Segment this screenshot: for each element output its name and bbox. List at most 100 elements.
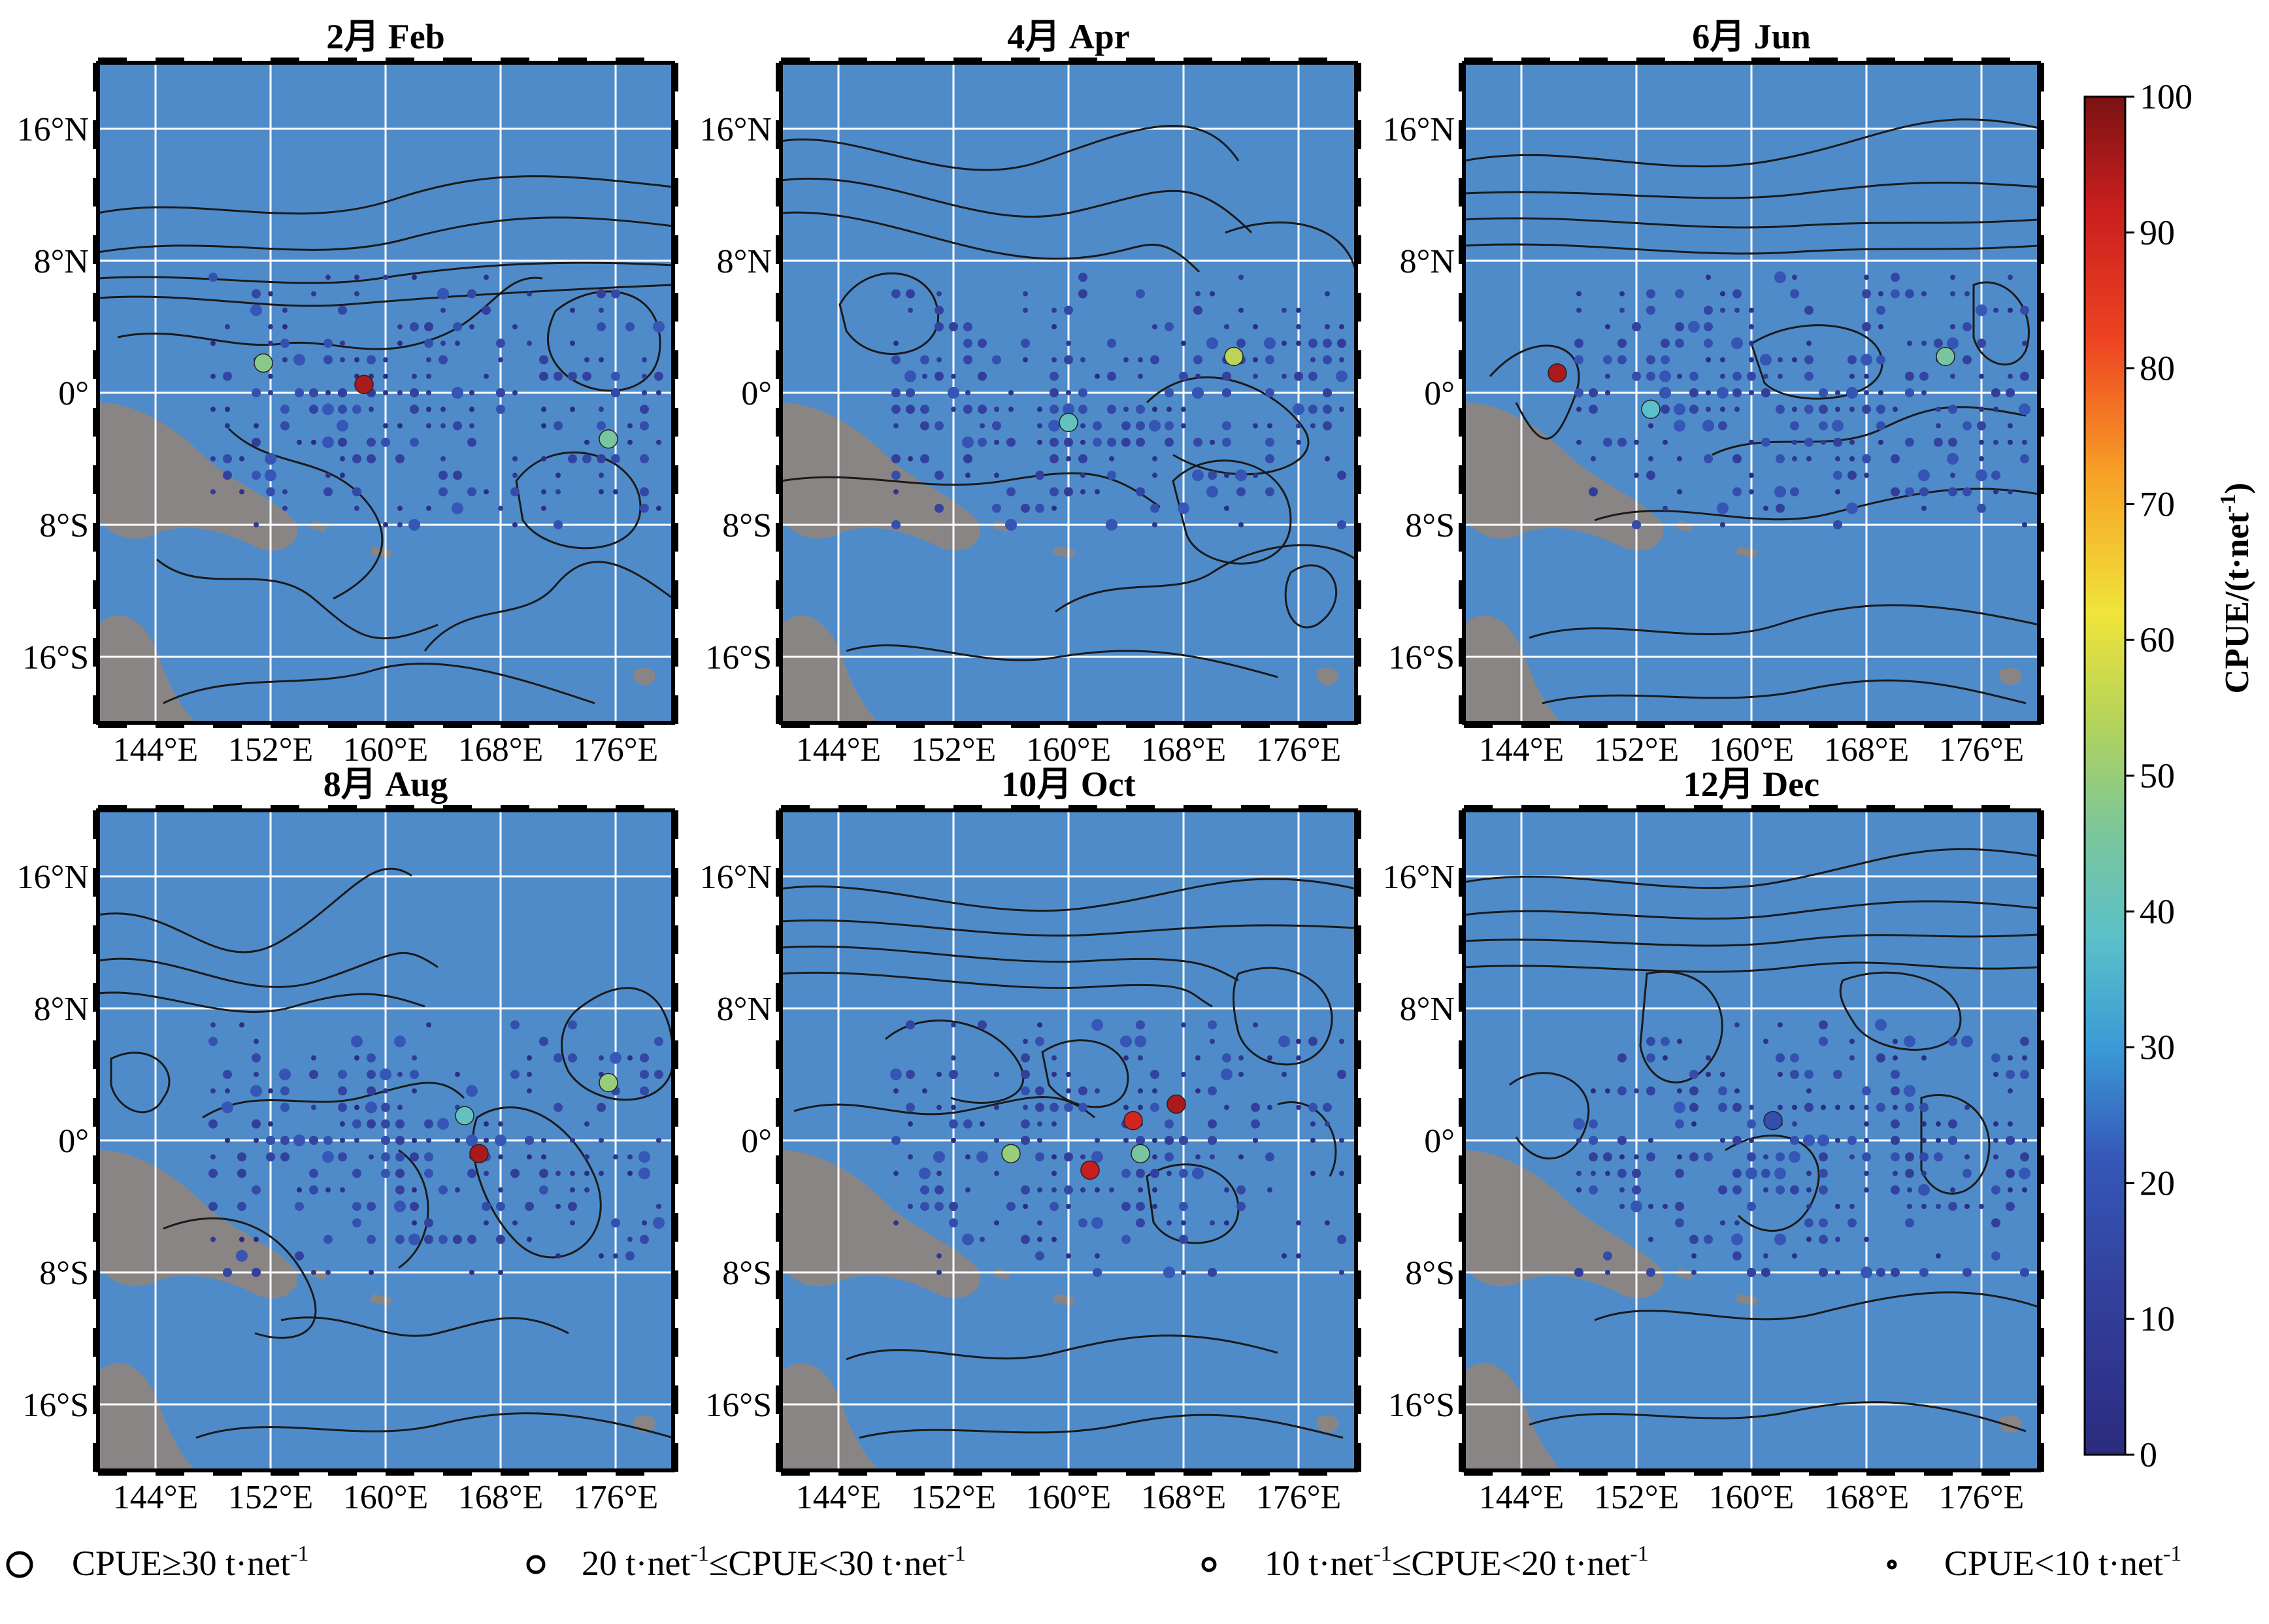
frame-tick bbox=[1579, 723, 1608, 728]
cpue-point bbox=[1066, 390, 1071, 395]
cpue-point-high bbox=[1763, 1110, 1783, 1131]
cpue-point bbox=[584, 1170, 589, 1176]
frame-tick bbox=[2039, 350, 2044, 379]
frame-tick bbox=[93, 1040, 98, 1069]
frame-tick bbox=[93, 1443, 98, 1472]
cpue-point bbox=[1790, 1136, 1799, 1145]
cpue-point bbox=[1864, 1170, 1869, 1176]
cpue-point bbox=[467, 1235, 476, 1244]
cpue-point bbox=[1181, 1270, 1186, 1275]
cpue-point bbox=[1862, 405, 1871, 414]
cpue-point bbox=[1591, 456, 1596, 461]
cpue-point bbox=[1120, 1035, 1132, 1048]
cpue-point bbox=[2008, 439, 2013, 445]
cpue-point bbox=[1136, 1136, 1145, 1145]
cpue-point bbox=[994, 1220, 999, 1226]
frame-tick bbox=[271, 58, 299, 63]
cpue-point bbox=[1278, 1035, 1290, 1048]
frame-tick bbox=[2039, 695, 2044, 724]
cpue-point bbox=[1337, 1070, 1346, 1079]
cpue-point bbox=[527, 1055, 532, 1061]
cpue-point bbox=[380, 1069, 391, 1080]
cpue-point bbox=[1706, 1072, 1711, 1077]
frame-tick bbox=[2039, 1213, 2044, 1242]
cpue-point bbox=[208, 1168, 218, 1178]
isotherm-contour bbox=[780, 945, 1239, 982]
cpue-point bbox=[323, 355, 333, 365]
lat-tick-label: 16°S bbox=[705, 1387, 772, 1424]
lon-tick-label: 152°E bbox=[228, 1479, 314, 1516]
frame-tick bbox=[2039, 580, 2044, 609]
cpue-point bbox=[1574, 1268, 1583, 1277]
cpue-point bbox=[980, 1236, 985, 1242]
cpue-point bbox=[1236, 1185, 1246, 1195]
cpue-point bbox=[627, 1154, 633, 1160]
cpue-point bbox=[963, 1119, 972, 1129]
lat-tick-label: 16°S bbox=[705, 639, 772, 676]
cpue-point bbox=[1323, 421, 1332, 431]
cpue-point bbox=[1720, 373, 1725, 379]
cpue-point bbox=[906, 289, 915, 299]
lat-tick-label: 8°N bbox=[34, 991, 89, 1028]
cpue-point bbox=[455, 340, 460, 346]
colorbar-tick-label: 80 bbox=[2140, 349, 2175, 388]
lon-tick-label: 168°E bbox=[458, 731, 544, 769]
land-island bbox=[310, 520, 328, 532]
cpue-point bbox=[1846, 387, 1858, 399]
cpue-point bbox=[1876, 1268, 1885, 1277]
cpue-point bbox=[1282, 1072, 1287, 1077]
frame-tick bbox=[1751, 1470, 1780, 1476]
cpue-point bbox=[963, 454, 972, 463]
cpue-point bbox=[1008, 390, 1014, 395]
cpue-point bbox=[1993, 406, 1998, 412]
cpue-point bbox=[1993, 1154, 1998, 1160]
cpue-point bbox=[2019, 1167, 2030, 1180]
cpue-point bbox=[1661, 339, 1670, 348]
cpue-point bbox=[1706, 357, 1711, 363]
cpue-point bbox=[1819, 1218, 1828, 1228]
cpue-point bbox=[951, 373, 956, 379]
cpue-point bbox=[599, 489, 604, 495]
isotherm-contour bbox=[1463, 217, 2040, 229]
frame-tick bbox=[2039, 235, 2044, 264]
cpue-point bbox=[223, 471, 232, 480]
cpue-point bbox=[539, 1185, 548, 1195]
cpue-point bbox=[1806, 1236, 1812, 1242]
frame-tick bbox=[1464, 58, 1493, 63]
cpue-point bbox=[1720, 307, 1725, 313]
cpue-point bbox=[1691, 1253, 1697, 1259]
cpue-point bbox=[1107, 405, 1116, 414]
cpue-point bbox=[1035, 1152, 1044, 1162]
cpue-point bbox=[410, 322, 419, 331]
frame-tick bbox=[1459, 1328, 1464, 1357]
cpue-point bbox=[980, 423, 985, 429]
cpue-point bbox=[1964, 1204, 1970, 1209]
isotherm-contour bbox=[1463, 900, 2040, 920]
frame-tick bbox=[1459, 465, 1464, 494]
cpue-point bbox=[455, 1187, 460, 1193]
frame-tick bbox=[781, 1470, 810, 1476]
frame-tick bbox=[2039, 293, 2044, 322]
lon-tick-label: 152°E bbox=[1594, 731, 1680, 769]
cpue-point bbox=[1849, 1154, 1855, 1160]
cpue-point bbox=[1936, 423, 1941, 429]
cpue-point bbox=[455, 1138, 460, 1143]
cpue-point bbox=[1891, 1185, 1900, 1195]
frame-tick bbox=[1459, 810, 1464, 839]
cpue-point bbox=[1134, 1035, 1146, 1048]
cpue-point bbox=[426, 406, 431, 412]
cpue-point bbox=[1336, 370, 1348, 382]
frame-tick bbox=[953, 58, 982, 63]
cpue-point bbox=[453, 471, 462, 480]
cpue-point bbox=[1339, 1138, 1344, 1143]
lon-tick-label: 176°E bbox=[1939, 1479, 2025, 1516]
cpue-point bbox=[527, 1072, 532, 1077]
cpue-point bbox=[1066, 1253, 1071, 1259]
cpue-point bbox=[325, 1270, 331, 1275]
frame-tick bbox=[673, 1213, 678, 1242]
isotherm-contour bbox=[97, 867, 412, 953]
cpue-point bbox=[1023, 1104, 1028, 1110]
cpue-point bbox=[2020, 371, 2029, 381]
cpue-point bbox=[1136, 289, 1145, 299]
cpue-point bbox=[1150, 1168, 1159, 1178]
